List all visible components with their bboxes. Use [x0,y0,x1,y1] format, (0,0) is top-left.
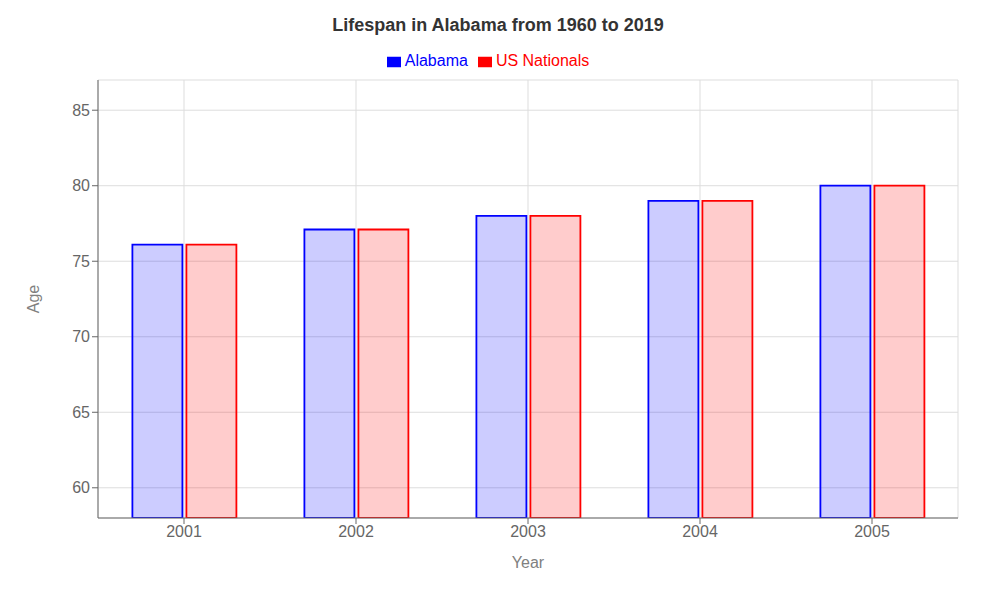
svg-text:2003: 2003 [510,523,546,540]
svg-text:2004: 2004 [682,523,718,540]
svg-text:70: 70 [72,328,90,345]
svg-text:85: 85 [72,102,90,119]
svg-text:Age: Age [25,285,42,314]
svg-text:Year: Year [512,554,545,571]
svg-text:75: 75 [72,253,90,270]
svg-text:2005: 2005 [854,523,890,540]
svg-text:80: 80 [72,177,90,194]
svg-text:65: 65 [72,404,90,421]
svg-text:2002: 2002 [338,523,374,540]
svg-text:2001: 2001 [166,523,202,540]
html-text:Alabama: Alabama [404,52,468,69]
html-text:Lifespan in Alabama from 1960: Lifespan in Alabama from 1960 to 2019 [332,15,664,35]
html-text:US Nationals: US Nationals [495,52,590,69]
svg-text:60: 60 [72,479,90,496]
